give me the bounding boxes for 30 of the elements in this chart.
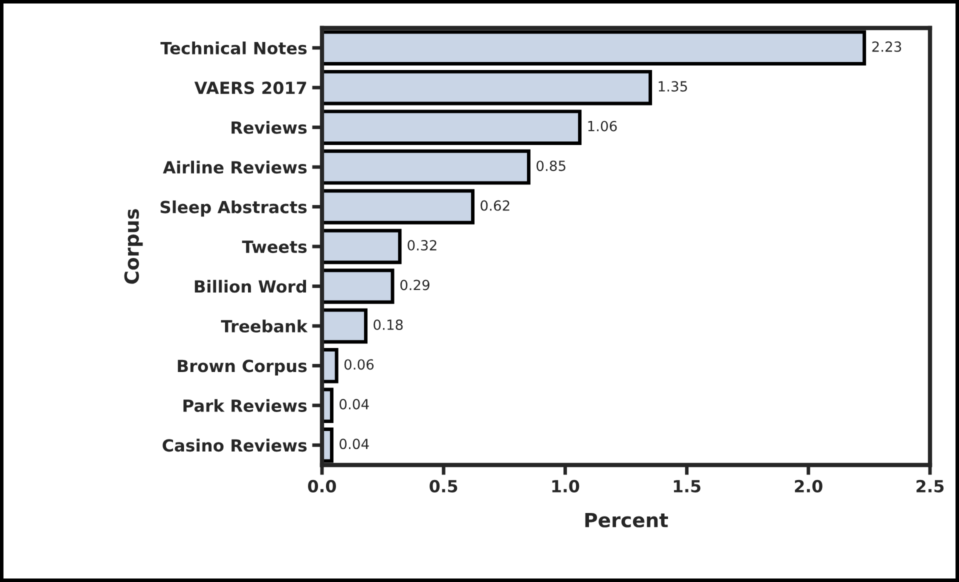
data-label: 0.06 bbox=[344, 359, 374, 370]
data-label: 0.04 bbox=[340, 438, 369, 450]
x-tick-label: 0.5 bbox=[430, 480, 458, 492]
data-label: 2.23 bbox=[872, 41, 902, 52]
y-axis-title: Corpus bbox=[124, 209, 143, 284]
data-label: 0.32 bbox=[408, 240, 436, 251]
data-label: 1.06 bbox=[588, 120, 617, 132]
data-label: 1.35 bbox=[658, 81, 687, 92]
y-tick-label: Airline Reviews bbox=[162, 160, 307, 174]
y-tick-label: Reviews bbox=[232, 120, 307, 134]
data-label: 0.04 bbox=[340, 398, 369, 410]
y-tick-label: Billion Word bbox=[194, 280, 306, 293]
x-tick-label: 2.5 bbox=[916, 480, 944, 492]
y-tick-label: Casino Reviews bbox=[162, 438, 307, 452]
x-axis-title: Percent bbox=[585, 512, 668, 528]
x-tick-label: 1.0 bbox=[552, 480, 580, 492]
y-tick-label: Treebank bbox=[221, 320, 308, 333]
data-label: 0.85 bbox=[536, 160, 566, 172]
y-tick-label: Technical Notes bbox=[160, 42, 307, 54]
y-tick-label: Sleep Abstracts bbox=[160, 200, 307, 217]
x-tick-label: 2.0 bbox=[794, 480, 822, 492]
data-label: 0.18 bbox=[374, 319, 403, 330]
data-label: 0.62 bbox=[480, 200, 510, 211]
y-tick-label: Tweets bbox=[242, 240, 307, 254]
data-label: 0.29 bbox=[400, 280, 430, 290]
y-tick-label: Brown Corpus bbox=[178, 360, 307, 376]
y-tick-label: VAERS 2017 bbox=[194, 82, 306, 94]
y-tick-label: Park Reviews bbox=[183, 399, 307, 412]
x-tick-label: 1.5 bbox=[674, 480, 700, 492]
x-tick-label: 0.0 bbox=[308, 480, 336, 492]
